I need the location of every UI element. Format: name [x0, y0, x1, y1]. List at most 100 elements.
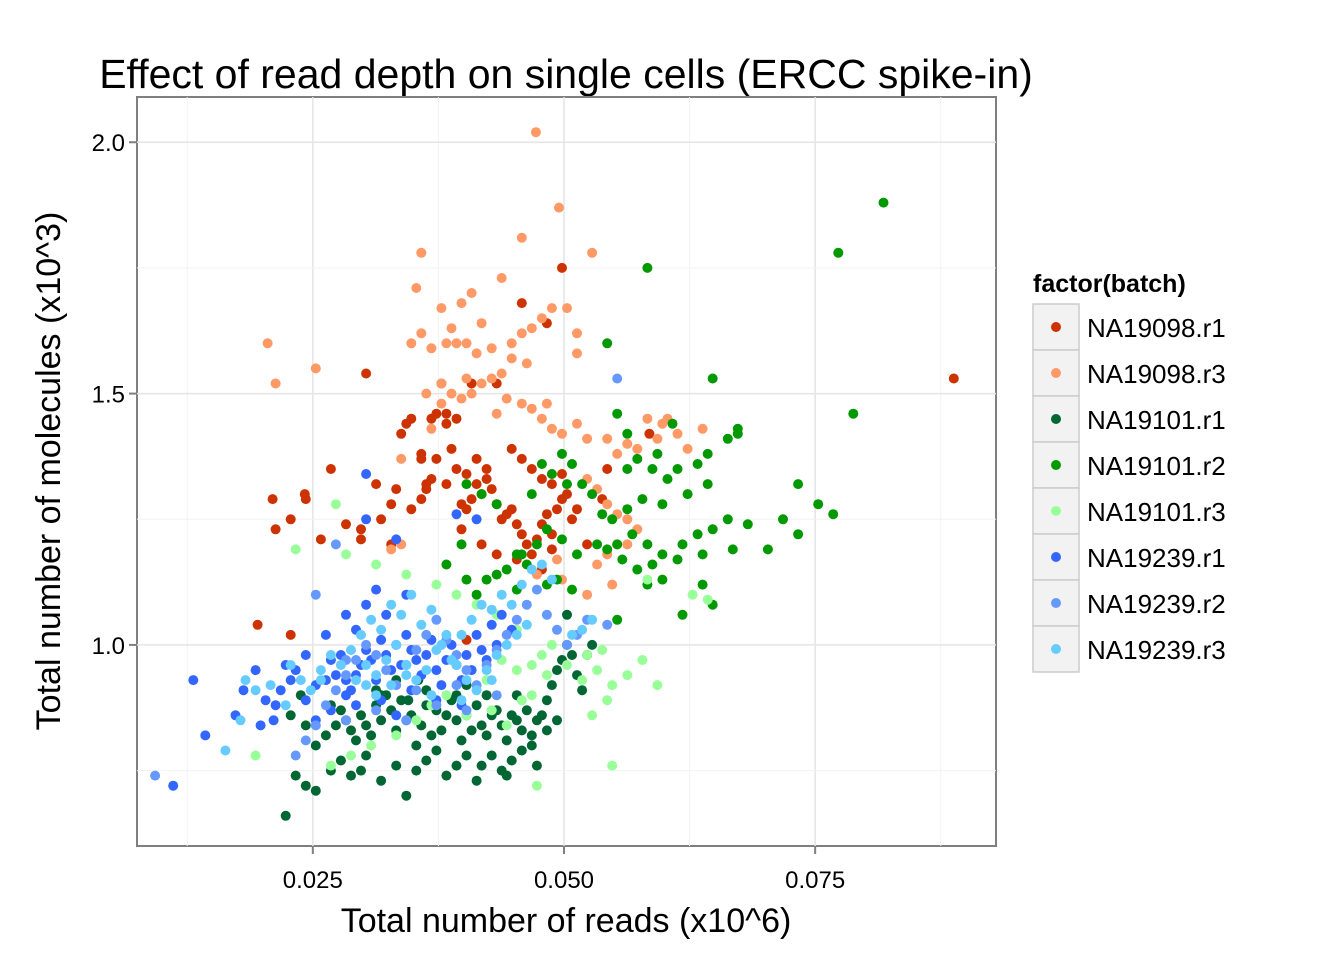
data-point: [682, 443, 693, 454]
data-point: [421, 755, 432, 766]
data-point: [491, 549, 502, 560]
data-point: [431, 700, 442, 711]
data-point: [521, 358, 532, 369]
data-point: [481, 730, 492, 741]
data-point: [315, 665, 326, 676]
data-point: [672, 464, 683, 474]
data-point: [516, 579, 527, 590]
data-point: [536, 710, 547, 721]
data-point: [250, 750, 261, 761]
data-point: [506, 599, 517, 610]
data-point: [471, 629, 482, 640]
data-point: [446, 323, 457, 334]
y-tick-label: 2.0: [92, 130, 125, 157]
data-point: [361, 368, 372, 379]
data-point: [541, 524, 552, 535]
data-point: [657, 574, 668, 585]
legend-label: NA19098.r1: [1087, 313, 1226, 343]
data-point: [461, 338, 472, 349]
data-point: [622, 514, 633, 525]
data-point: [396, 453, 407, 464]
data-point: [330, 685, 341, 696]
data-point: [376, 775, 387, 786]
data-point: [476, 760, 487, 771]
data-point: [356, 629, 366, 640]
data-point: [466, 388, 477, 399]
data-point: [562, 489, 572, 500]
data-point: [441, 338, 452, 349]
data-point: [501, 735, 512, 746]
data-point: [878, 197, 889, 208]
data-point: [562, 303, 572, 314]
data-point: [335, 755, 346, 766]
data-point: [562, 479, 572, 490]
data-point: [521, 539, 532, 550]
data-point: [607, 760, 618, 771]
data-point: [647, 464, 658, 474]
data-point: [526, 740, 537, 751]
legend-key-symbol: [1051, 414, 1061, 424]
data-point: [391, 484, 402, 495]
data-point: [290, 544, 301, 555]
data-point: [531, 780, 542, 791]
legend-label: NA19239.r1: [1087, 543, 1226, 573]
data-point: [526, 660, 537, 670]
data-point: [642, 413, 653, 424]
data-point: [572, 328, 582, 339]
data-point: [451, 760, 462, 771]
legend-label: NA19239.r3: [1087, 635, 1226, 665]
data-point: [516, 232, 527, 243]
legend-label: NA19101.r2: [1087, 451, 1226, 481]
y-tick-label: 1.5: [92, 382, 125, 409]
data-point: [526, 323, 537, 334]
data-point: [506, 504, 517, 515]
data-point: [270, 700, 281, 711]
data-point: [416, 328, 427, 339]
data-point: [612, 448, 623, 459]
data-point: [557, 469, 567, 479]
data-point: [200, 730, 211, 741]
data-point: [403, 695, 414, 706]
legend-key-symbol: [1051, 552, 1061, 562]
data-point: [285, 514, 296, 525]
data-point: [431, 645, 442, 655]
data-point: [627, 529, 638, 540]
data-point: [642, 574, 653, 585]
data-point: [341, 690, 351, 701]
data-point: [451, 715, 462, 726]
data-point: [310, 720, 321, 731]
data-point: [592, 539, 603, 550]
data-point: [516, 398, 527, 409]
data-point: [813, 499, 824, 510]
legend-key-symbol: [1051, 598, 1061, 608]
data-point: [300, 695, 311, 706]
data-point: [722, 433, 733, 444]
data-point: [602, 619, 613, 630]
data-point: [426, 423, 437, 434]
data-point: [501, 770, 512, 781]
data-point: [501, 720, 512, 731]
data-point: [536, 559, 547, 570]
data-point: [516, 453, 527, 464]
data-point: [386, 499, 397, 510]
data-point: [501, 639, 512, 650]
data-point: [486, 750, 497, 761]
data-point: [476, 539, 487, 550]
data-point: [491, 690, 502, 701]
data-point: [557, 448, 567, 459]
data-point: [526, 690, 537, 701]
data-point: [567, 459, 577, 469]
data-point: [341, 670, 351, 681]
data-point: [441, 479, 452, 490]
data-point: [361, 514, 372, 525]
data-point: [401, 660, 412, 670]
data-point: [235, 715, 246, 726]
data-point: [371, 650, 382, 660]
data-point: [637, 655, 648, 665]
data-point: [516, 695, 527, 706]
legend-key-symbol: [1051, 460, 1061, 470]
data-point: [516, 328, 527, 339]
data-point: [546, 423, 557, 434]
data-point: [356, 534, 366, 545]
data-point: [572, 418, 582, 429]
